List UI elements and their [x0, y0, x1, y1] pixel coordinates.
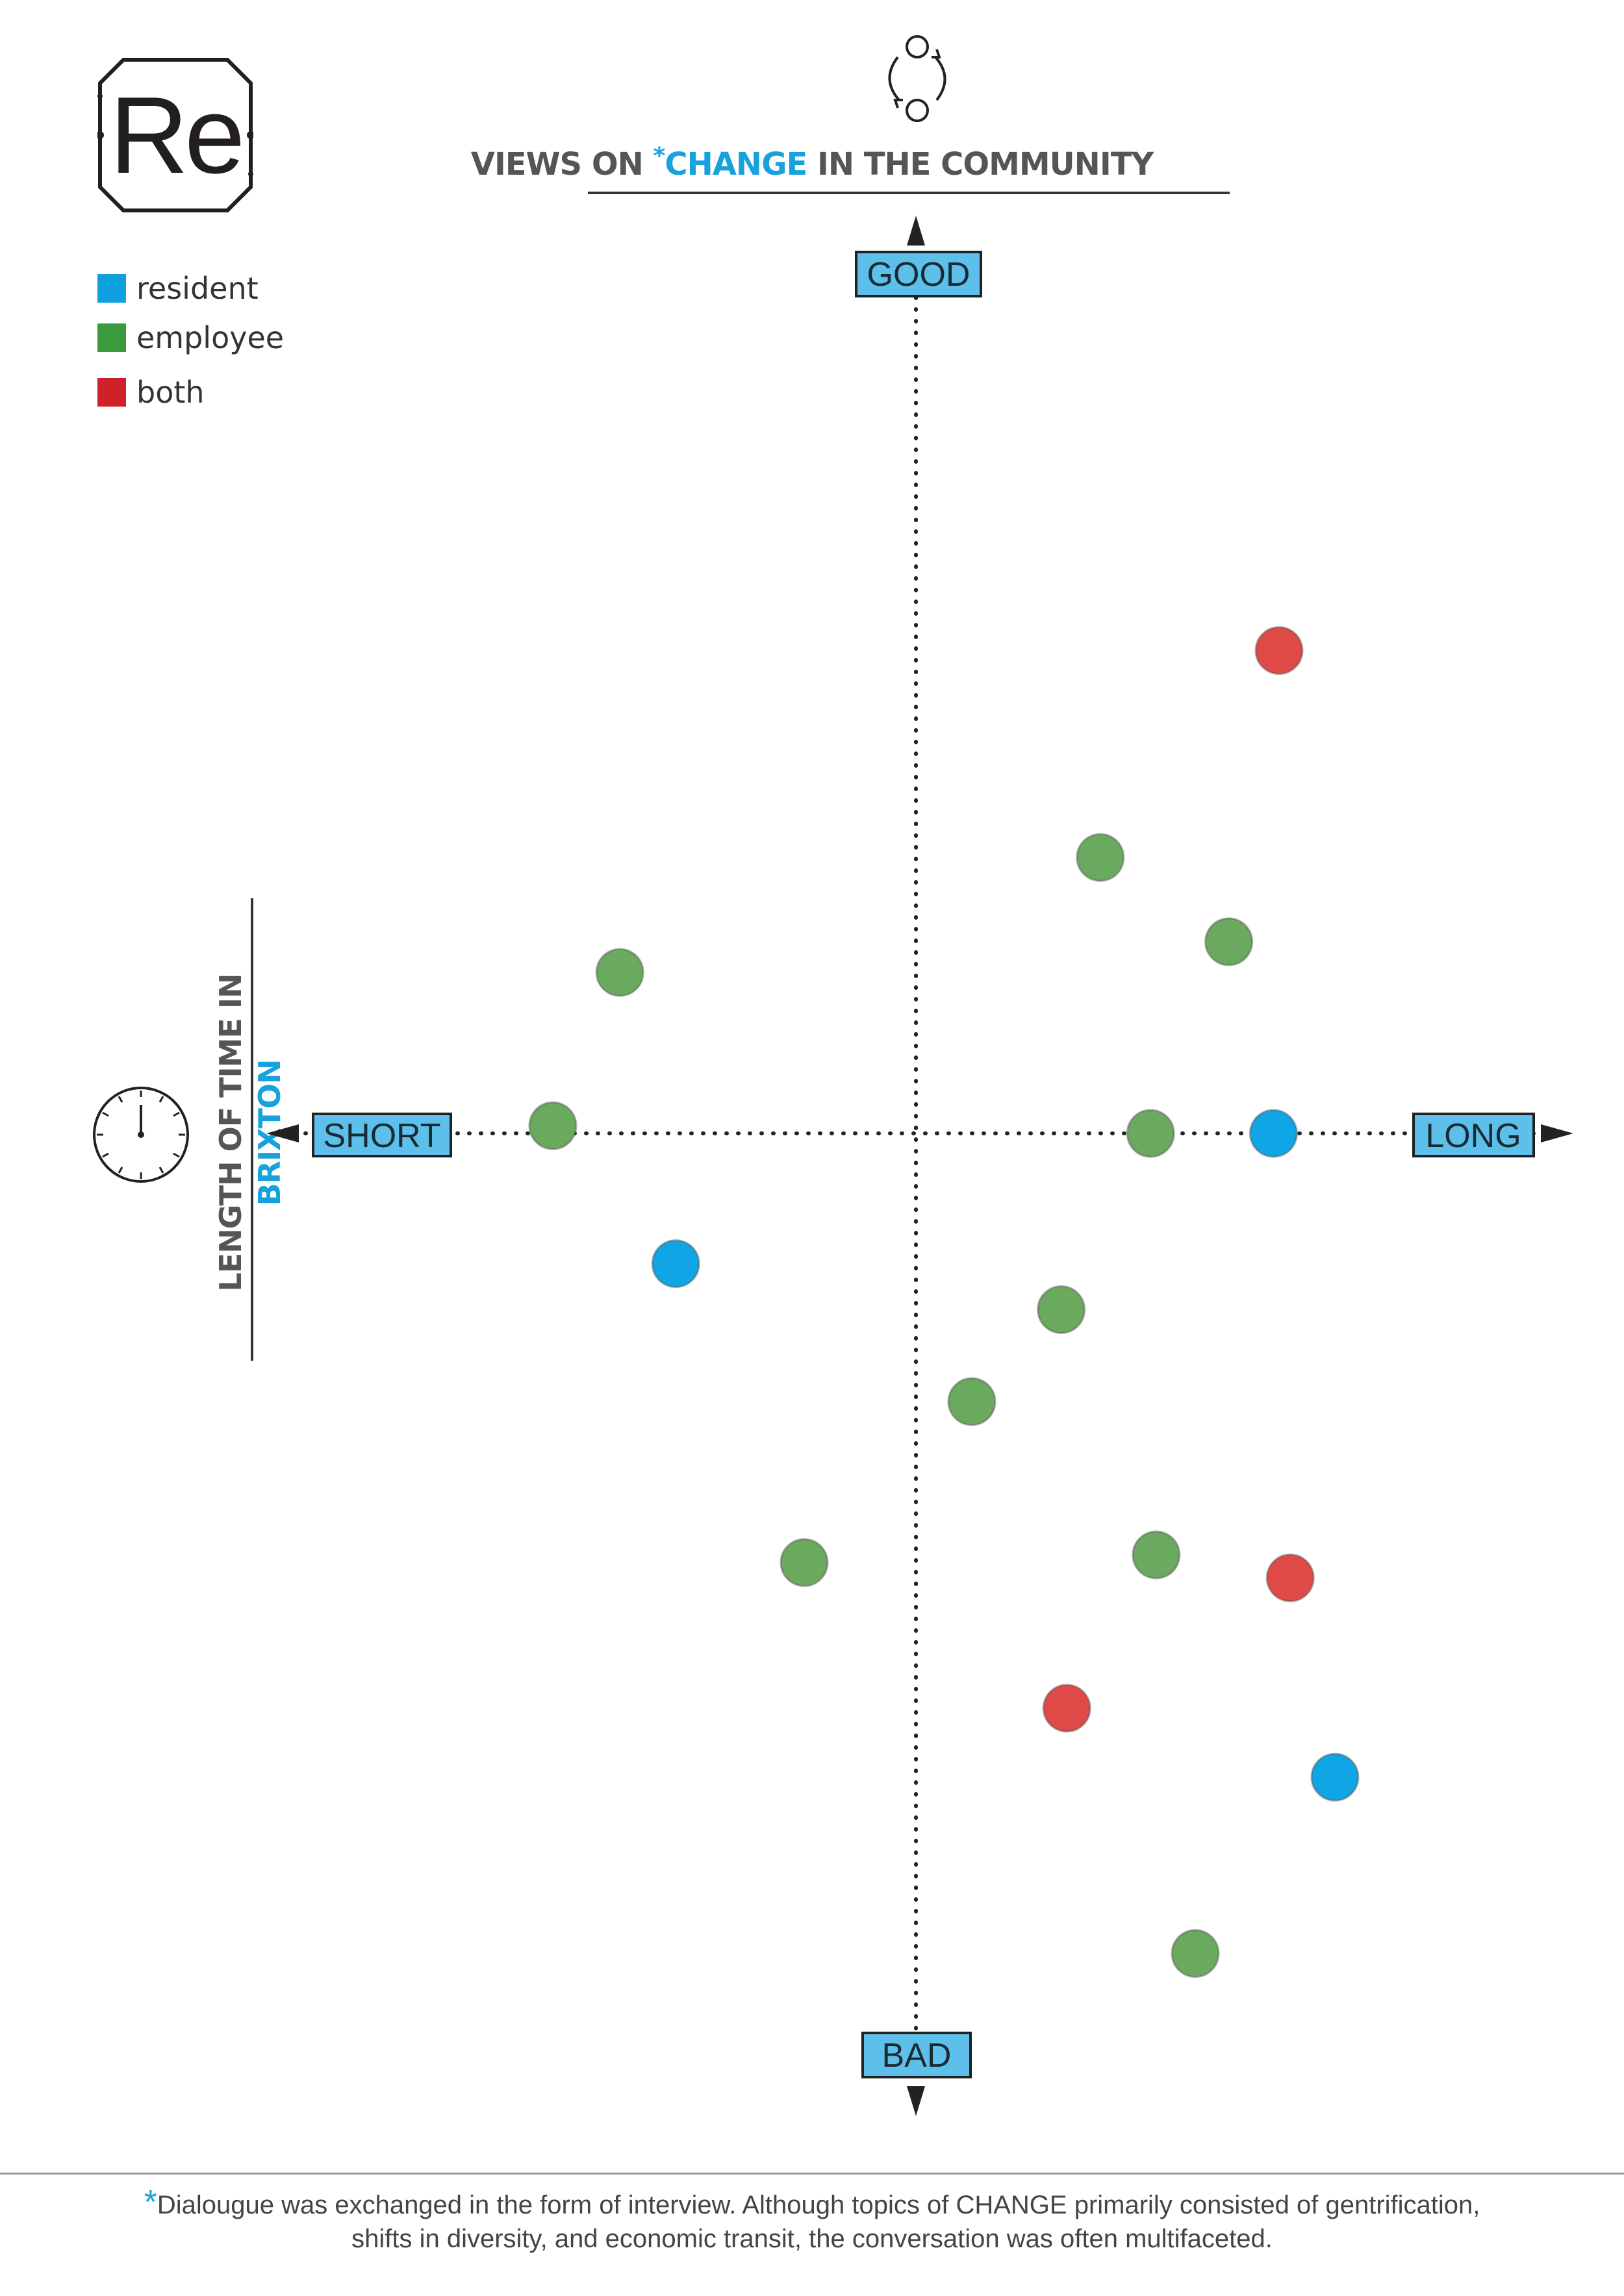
arrow-down-icon: [907, 2086, 925, 2116]
legend-swatch-employee: [97, 323, 126, 352]
footnote-line-1: Dialougue was exchanged in the form of i…: [157, 2191, 1480, 2219]
y-axis-min-label: BAD: [882, 2037, 952, 2075]
title-underline: [588, 192, 1230, 194]
data-point-employee-10: [1171, 1929, 1220, 1978]
axes: [266, 216, 1573, 2116]
data-point-employee-3: [595, 948, 644, 997]
y-axis-max-label: GOOD: [867, 256, 971, 294]
data-point-employee-7: [947, 1377, 996, 1426]
data-point-employee-8: [780, 1538, 829, 1587]
footnote-line-2: shifts in diversity, and economic transi…: [351, 2225, 1273, 2253]
data-point-both-3: [1042, 1684, 1091, 1733]
legend-label-resident: resident: [136, 271, 259, 306]
legend-item-resident: resident: [97, 271, 259, 306]
legend-label-employee: employee: [136, 320, 285, 355]
scatter-plot: GOOD BAD SHORT LONG: [266, 216, 1573, 2116]
data-point-both-1: [1254, 626, 1304, 675]
data-point-employee-1: [1076, 833, 1125, 882]
data-point-both-2: [1265, 1553, 1315, 1602]
title-asterisk: *: [653, 143, 666, 170]
title-part-2: IN THE COMMUNITY: [807, 146, 1154, 183]
footer-divider: [0, 2173, 1624, 2175]
data-point-resident-2: [651, 1239, 700, 1289]
chart-title: VIEWS ON *CHANGE IN THE COMMUNITY: [0, 143, 1624, 183]
legend-swatch-resident: [97, 274, 126, 303]
data-point-employee-4: [528, 1101, 577, 1150]
footnote-asterisk: *: [144, 2184, 157, 2221]
cycle-icon: [888, 35, 946, 122]
axis-label-short: SHORT: [312, 1113, 452, 1157]
data-points: [528, 626, 1360, 1978]
x-axis-max-label: LONG: [1425, 1117, 1521, 1155]
x-axis-min-label: SHORT: [323, 1117, 440, 1155]
data-point-employee-9: [1132, 1530, 1181, 1580]
title-part-1: VIEWS ON: [470, 146, 653, 183]
arrow-right-icon: [1541, 1124, 1573, 1142]
title-accent: CHANGE: [665, 146, 807, 183]
arrow-left-icon: [266, 1124, 299, 1142]
logo-frame: [97, 58, 253, 212]
data-point-employee-5: [1126, 1109, 1175, 1158]
legend-swatch-both: [97, 378, 126, 407]
axis-label-bad: BAD: [861, 2032, 972, 2078]
data-point-employee-6: [1037, 1285, 1086, 1334]
axis-label-good: GOOD: [855, 251, 982, 297]
clock-icon: [93, 1087, 189, 1183]
logo-text: Re: [109, 74, 246, 196]
data-point-resident-1: [1249, 1109, 1298, 1158]
legend-item-employee: employee: [97, 320, 285, 355]
legend-label-both: both: [136, 375, 205, 410]
data-point-employee-2: [1204, 917, 1254, 966]
axis-label-long: LONG: [1412, 1113, 1535, 1157]
data-point-resident-3: [1310, 1752, 1360, 1802]
footnote: *Dialougue was exchanged in the form of …: [65, 2186, 1559, 2256]
side-label-rule: [251, 898, 253, 1361]
arrow-up-icon: [907, 216, 925, 246]
legend-item-both: both: [97, 375, 205, 410]
